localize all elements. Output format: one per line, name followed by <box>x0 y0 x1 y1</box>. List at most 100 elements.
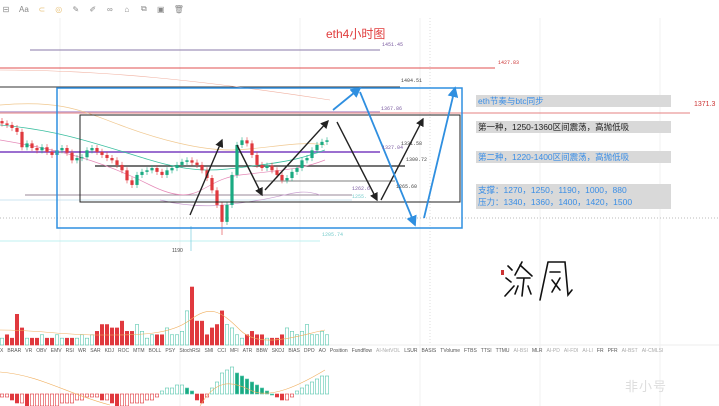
indicator-tab[interactable]: SAR <box>90 348 101 354</box>
indicator-tab[interactable]: DPO <box>303 348 315 354</box>
brush-icon[interactable]: ✐ <box>89 4 97 14</box>
macd-bar <box>140 393 145 404</box>
macd-bar <box>115 393 120 406</box>
candle <box>240 140 244 145</box>
indicator-tab[interactable]: X <box>0 348 4 354</box>
volume-bar <box>80 334 85 346</box>
candle <box>125 170 129 181</box>
level-1265: 1265.60 <box>396 184 418 190</box>
indicator-tab[interactable]: FTBS <box>464 348 477 354</box>
level-1367: 1367.86 <box>381 106 403 112</box>
indicator-tab[interactable]: AI-CMLSI <box>641 348 664 354</box>
indicator-tab[interactable]: CCI <box>217 348 226 354</box>
volume-bar <box>180 331 185 346</box>
macd-bar <box>284 393 289 401</box>
indicator-tab[interactable]: PSY <box>165 348 176 354</box>
link-icon[interactable]: ∞ <box>106 4 113 14</box>
candle <box>165 170 169 175</box>
layout-icon[interactable]: ⊟ <box>2 4 10 14</box>
indicator-tab[interactable]: AI-LI <box>582 348 593 354</box>
indicator-tab[interactable]: RSI <box>65 348 74 354</box>
indicator-tab[interactable]: VR <box>25 348 33 354</box>
level-1371: 1371.3 <box>694 101 716 108</box>
indicator-tab[interactable]: BBW <box>256 348 268 354</box>
indicator-tab[interactable]: LSUR <box>404 348 418 354</box>
candle <box>140 171 144 175</box>
indicator-tab[interactable]: AI-BST <box>621 348 638 354</box>
indicator-tab[interactable]: ROC <box>118 348 130 354</box>
indicator-tab[interactable]: SKDJ <box>271 348 285 354</box>
blue-arrow <box>423 86 459 219</box>
candle <box>45 147 49 152</box>
indicator-tab[interactable]: AO <box>318 348 326 354</box>
macd-bar <box>100 393 105 401</box>
indicator-tab[interactable]: BASIS <box>421 348 437 354</box>
macd-bar <box>190 390 195 395</box>
volume-bar <box>220 310 225 346</box>
macd-bar <box>195 393 200 401</box>
text-icon[interactable]: Aa <box>19 4 29 14</box>
indicator-tab[interactable]: AI-NetVOL <box>376 348 401 354</box>
indicator-tab[interactable]: StochRSI <box>179 348 201 354</box>
candle <box>325 140 329 142</box>
candle <box>35 148 39 151</box>
indicator-tab[interactable]: Position <box>329 348 348 354</box>
screenshot-icon[interactable]: ▣ <box>157 4 165 14</box>
indicator-tab[interactable]: OBV <box>36 348 47 354</box>
ma-line <box>0 124 326 171</box>
indicator-tab[interactable]: KDJ <box>104 348 115 354</box>
watermark: 非小号 <box>625 379 668 394</box>
macd-bar <box>105 393 110 401</box>
macd-bar <box>44 393 49 406</box>
indicator-tab[interactable]: TTSI <box>480 348 492 354</box>
volume-bar <box>85 337 90 346</box>
indicator-tab[interactable]: MFI <box>230 348 239 354</box>
copy-icon[interactable]: ⧉ <box>140 4 147 13</box>
macd-bar <box>245 378 250 395</box>
macd-bar <box>39 393 44 406</box>
indicator-tab[interactable]: ATR <box>242 348 253 354</box>
pen-icon[interactable]: ✎ <box>72 4 80 14</box>
macd-bar <box>65 393 70 404</box>
macd-bar <box>185 387 190 395</box>
indicator-tab[interactable]: Fundflow <box>351 348 372 354</box>
volume-bar <box>225 324 230 346</box>
volume-bar <box>255 334 260 346</box>
volume-bar <box>314 334 319 346</box>
indicator-tab[interactable]: EMV <box>50 348 62 354</box>
candle <box>160 171 164 175</box>
indicator-tab[interactable]: SMI <box>204 348 214 354</box>
macd-bar <box>130 393 135 404</box>
macd-bar <box>304 384 309 395</box>
indicator-tab[interactable]: FR <box>596 348 604 354</box>
volume-bar <box>15 313 20 346</box>
indicator-tab[interactable]: BOLL <box>148 348 162 354</box>
volume-bar <box>65 337 70 346</box>
indicator-tab[interactable]: WR <box>77 348 87 354</box>
indicator-tab[interactable]: PFR <box>607 348 618 354</box>
indicator-tab[interactable]: BRAR <box>7 348 22 354</box>
indicator-tab[interactable]: MLR <box>531 348 543 354</box>
macd-bar <box>250 381 255 395</box>
indicator-tab[interactable]: MTM <box>133 348 145 354</box>
magnet-icon[interactable]: ⊂ <box>38 4 46 14</box>
indicator-tab[interactable]: BIAS <box>288 348 300 354</box>
candle <box>315 144 319 151</box>
hide-icon[interactable]: ⌂ <box>124 4 130 14</box>
candle <box>20 131 24 148</box>
indicator-tab[interactable]: TTMU <box>495 348 510 354</box>
trash-icon[interactable]: 🗑 <box>173 4 184 14</box>
indicator-tab[interactable]: AI-PD <box>546 348 560 354</box>
volume-bar <box>185 310 190 346</box>
volume-bar <box>39 334 44 346</box>
indicator-tab[interactable]: AI-FDI <box>563 348 579 354</box>
indicator-tab[interactable]: TVolume <box>440 348 460 354</box>
lock-icon[interactable]: ◎ <box>55 4 63 14</box>
volume-bar <box>190 286 195 346</box>
indicator-tab[interactable]: AI-BSI <box>513 348 528 354</box>
black-range-box <box>79 114 461 203</box>
volume-bar <box>70 337 75 346</box>
macd-bar <box>220 372 225 395</box>
macd-bar <box>110 393 115 404</box>
